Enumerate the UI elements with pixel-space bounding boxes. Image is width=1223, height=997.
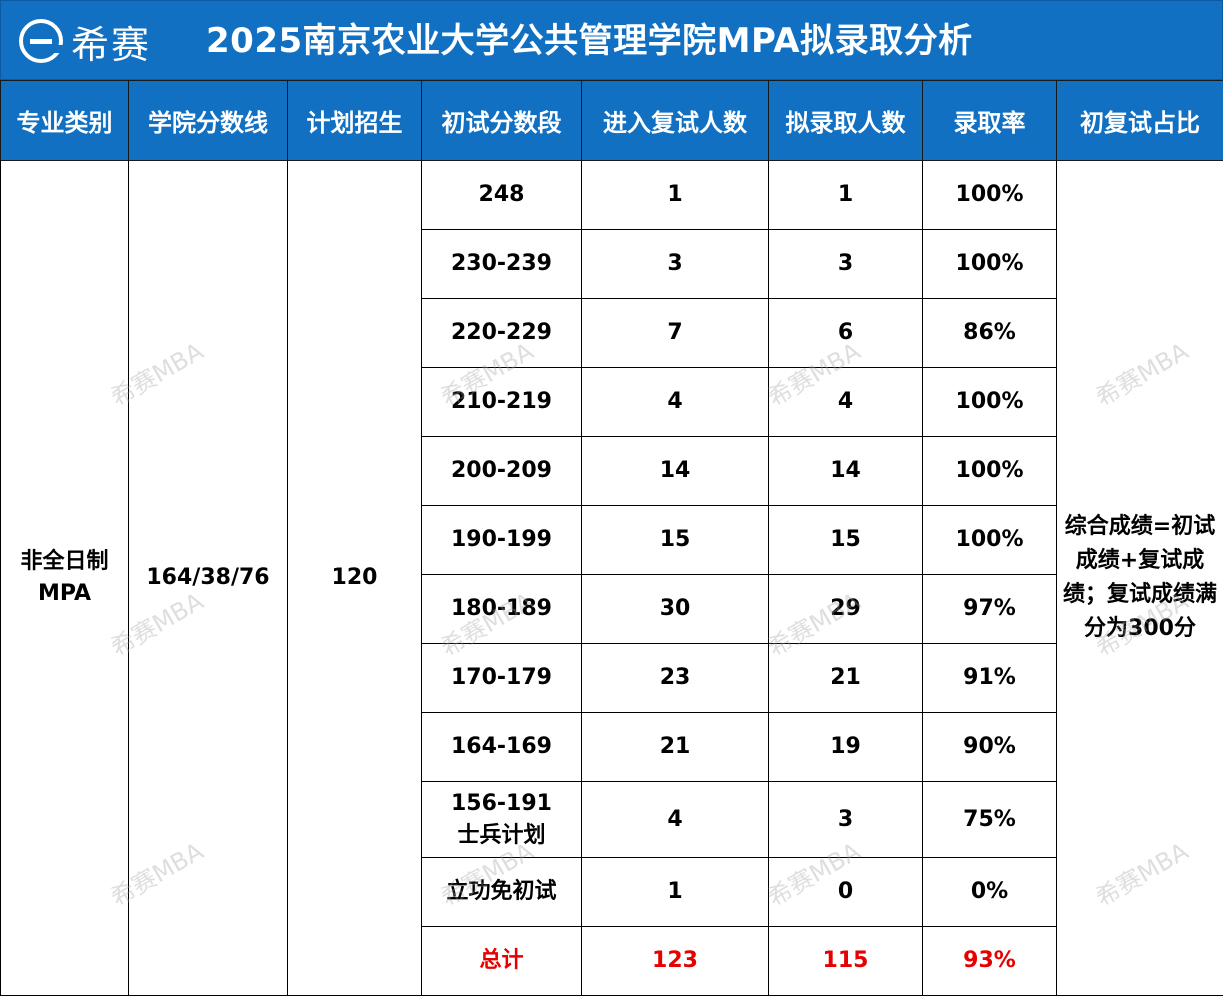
header-category: 专业类别 — [0, 80, 129, 161]
header-plan: 计划招生 — [287, 80, 422, 161]
score-range-cell: 156-191 士兵计划 — [421, 781, 582, 858]
rate-cell: 0% — [922, 857, 1057, 927]
rate-cell: 100% — [922, 505, 1057, 575]
retest-cell: 1 — [581, 857, 769, 927]
rate-cell: 86% — [922, 298, 1057, 368]
admitted-cell: 3 — [768, 229, 923, 299]
score-range-cell: 170-179 — [421, 643, 582, 713]
admitted-cell: 4 — [768, 367, 923, 437]
table-row: 220-229 7 6 86% — [1, 298, 1223, 368]
score-range-cell: 230-239 — [421, 229, 582, 299]
table-row: 非全日制 MPA 164/38/76 120 248 1 1 100% 综合成绩… — [0, 160, 1223, 996]
table-row: 170-179 23 21 91% — [1, 643, 1223, 713]
admitted-cell: 14 — [768, 436, 923, 506]
rate-cell: 100% — [922, 160, 1057, 230]
logo-text: 希赛 — [71, 22, 152, 67]
retest-cell: 1 — [581, 160, 769, 230]
score-range-cell: 200-209 — [421, 436, 582, 506]
score-range-cell: 248 — [421, 160, 582, 230]
header-admitted-count: 拟录取人数 — [768, 80, 923, 161]
table-row: 180-189 30 29 97% — [1, 574, 1223, 644]
plan-cell: 120 — [287, 160, 422, 996]
header-cutoff: 学院分数线 — [128, 80, 288, 161]
total-retest: 123 — [581, 926, 769, 996]
table-row: 210-219 4 4 100% — [1, 367, 1223, 437]
admitted-cell: 1 — [768, 160, 923, 230]
admitted-cell: 0 — [768, 857, 923, 927]
admitted-cell: 19 — [768, 712, 923, 782]
category-line2: MPA — [37, 581, 92, 606]
table-row: 190-199 15 15 100% — [1, 505, 1223, 575]
table-row: 200-209 14 14 100% — [1, 436, 1223, 506]
score-range-cell: 立功免初试 — [421, 857, 582, 927]
retest-cell: 3 — [581, 229, 769, 299]
retest-cell: 30 — [581, 574, 769, 644]
score-range-text: 156-191 — [451, 790, 552, 816]
brand-logo: 希赛 — [19, 15, 151, 67]
retest-cell: 14 — [581, 436, 769, 506]
rate-cell: 91% — [922, 643, 1057, 713]
page-title: 2025南京农业大学公共管理学院MPA拟录取分析 — [206, 21, 973, 61]
retest-cell: 4 — [581, 781, 769, 858]
admission-table: 专业类别 学院分数线 计划招生 初试分数段 进入复试人数 拟录取人数 录取率 初… — [0, 80, 1223, 996]
rate-cell: 100% — [922, 229, 1057, 299]
total-admitted: 115 — [768, 926, 923, 996]
retest-cell: 21 — [581, 712, 769, 782]
score-range-cell: 180-189 — [421, 574, 582, 644]
category-cell: 非全日制 MPA — [0, 160, 129, 996]
retest-cell: 23 — [581, 643, 769, 713]
header-score-range: 初试分数段 — [421, 80, 582, 161]
score-range-cell: 220-229 — [421, 298, 582, 368]
score-range-subtext: 士兵计划 — [457, 822, 546, 848]
total-label: 总计 — [421, 926, 582, 996]
table-row: 156-191 士兵计划 4 3 75% — [1, 781, 1223, 858]
logo-e-icon — [19, 19, 63, 63]
table-row: 164-169 21 19 90% — [1, 712, 1223, 782]
total-rate: 93% — [922, 926, 1057, 996]
admitted-cell: 21 — [768, 643, 923, 713]
weight-note-cell: 综合成绩=初试成绩+复试成绩；复试成绩满分为300分 — [1056, 160, 1223, 996]
rate-cell: 90% — [922, 712, 1057, 782]
retest-cell: 15 — [581, 505, 769, 575]
header-retest-count: 进入复试人数 — [581, 80, 769, 161]
score-range-cell: 210-219 — [421, 367, 582, 437]
admitted-cell: 3 — [768, 781, 923, 858]
admitted-cell: 6 — [768, 298, 923, 368]
cutoff-cell: 164/38/76 — [128, 160, 288, 996]
category-line1: 非全日制 — [20, 549, 109, 575]
header-weight: 初复试占比 — [1056, 80, 1223, 161]
score-range-cell: 164-169 — [421, 712, 582, 782]
rate-cell: 100% — [922, 436, 1057, 506]
title-bar: 希赛 2025南京农业大学公共管理学院MPA拟录取分析 — [0, 0, 1223, 80]
total-row: 总计 123 115 93% — [1, 926, 1223, 996]
table-row: 230-239 3 3 100% — [1, 229, 1223, 299]
retest-cell: 4 — [581, 367, 769, 437]
rate-cell: 100% — [922, 367, 1057, 437]
admitted-cell: 29 — [768, 574, 923, 644]
header-row: 专业类别 学院分数线 计划招生 初试分数段 进入复试人数 拟录取人数 录取率 初… — [0, 80, 1223, 161]
header-admission-rate: 录取率 — [922, 80, 1057, 161]
rate-cell: 97% — [922, 574, 1057, 644]
retest-cell: 7 — [581, 298, 769, 368]
table-row: 立功免初试 1 0 0% — [1, 857, 1223, 927]
score-range-cell: 190-199 — [421, 505, 582, 575]
rate-cell: 75% — [922, 781, 1057, 858]
admitted-cell: 15 — [768, 505, 923, 575]
